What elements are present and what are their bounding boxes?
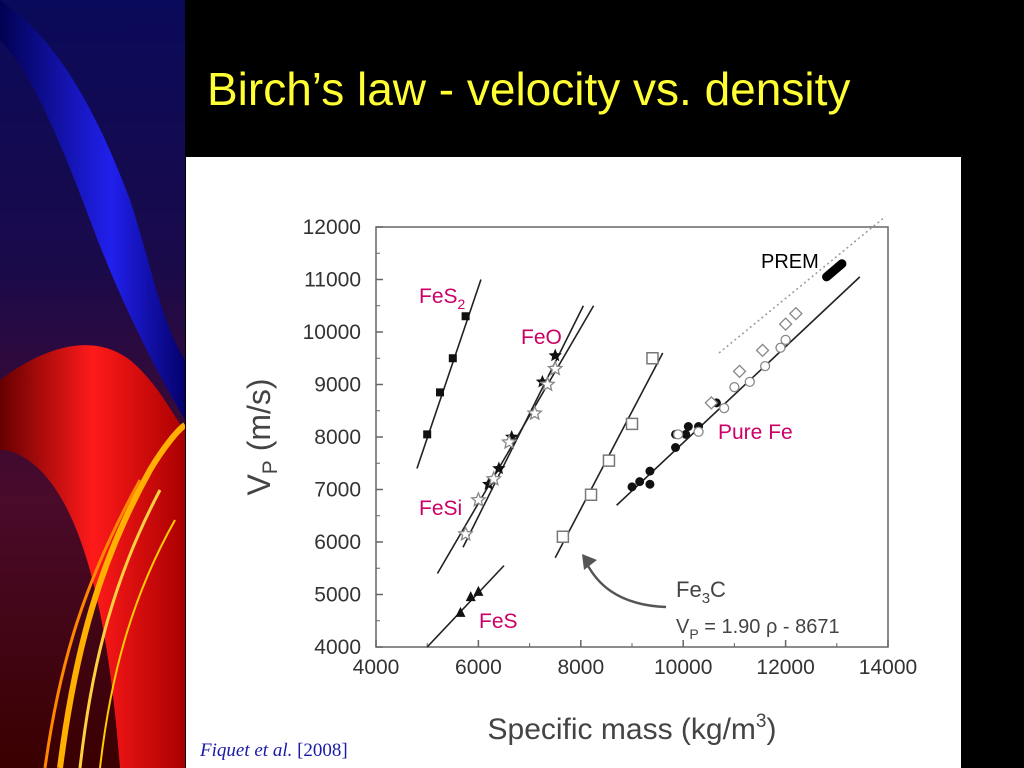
series-label-fesi: FeSi (419, 497, 462, 520)
data-point (778, 317, 793, 332)
data-point (671, 443, 681, 452)
data-point (646, 352, 659, 365)
data-point (625, 417, 639, 431)
y-tick-label: 9000 (314, 374, 361, 397)
data-point (645, 479, 655, 489)
y-axis-label: VP (m/s) (241, 378, 282, 495)
data-point (423, 430, 432, 439)
y-tick-label: 5000 (314, 584, 361, 607)
data-point (546, 360, 564, 376)
data-point (693, 426, 704, 437)
data-point (457, 525, 474, 542)
citation-year: [2008] (292, 740, 348, 761)
citation-etal: et al. (249, 740, 293, 761)
data-point (470, 491, 487, 508)
callout-arrowhead (582, 554, 597, 570)
y-tick-label: 10000 (303, 321, 361, 344)
data-point (473, 585, 484, 596)
x-tick-label: 14000 (859, 656, 917, 679)
data-point (780, 334, 791, 346)
data-point (481, 477, 496, 490)
series-label-fes: FeS (479, 610, 518, 633)
y-tick-label: 6000 (314, 531, 361, 554)
data-point (719, 402, 730, 414)
prem-label: PREM (761, 251, 819, 273)
x-tick-label: 12000 (756, 656, 814, 679)
series-label-fes2: FeS2 (419, 285, 466, 312)
data-point (436, 388, 444, 397)
series-label-feo: FeO (521, 326, 562, 349)
y-tick-label: 12000 (303, 216, 361, 239)
data-point (485, 470, 503, 487)
data-point (448, 354, 457, 363)
chart: 4000 6000 8000 10000 12000 14000 4000 5000 6000 7… (241, 215, 917, 746)
data-point (759, 360, 771, 372)
callout-arrow (584, 561, 667, 609)
data-point (635, 477, 645, 487)
data-point (627, 482, 637, 492)
data-point (788, 306, 803, 321)
x-tick-label: 4000 (353, 656, 400, 679)
series-label-pure-fe: Pure Fe (718, 421, 793, 444)
chart-panel: 4000 6000 8000 10000 12000 14000 4000 5000 6000 7… (186, 157, 961, 768)
data-point (461, 312, 470, 321)
y-tick-label: 4000 (314, 636, 361, 659)
data-point (492, 461, 506, 475)
data-point (465, 591, 476, 602)
y-tick-label: 8000 (314, 426, 361, 449)
data-point (681, 429, 691, 439)
citation: Fiquet et al. [2008] (200, 740, 348, 762)
data-point (645, 466, 655, 476)
data-point (455, 606, 466, 617)
data-point (732, 364, 747, 379)
prem-trend-line (718, 215, 886, 354)
fit-line (616, 276, 861, 506)
fe3c-label: Fe3C (676, 577, 726, 607)
data-point (500, 433, 518, 450)
data-point (729, 381, 740, 393)
data-point (704, 395, 719, 410)
data-point (602, 454, 616, 467)
citation-author: Fiquet (200, 740, 250, 761)
fit-line (462, 305, 585, 548)
data-point (755, 343, 770, 358)
data-point (775, 342, 786, 353)
x-axis-label: Specific mass (kg/m3) (488, 711, 777, 746)
x-tick-label: 6000 (455, 656, 502, 679)
slide-title: Birch’s law - velocity vs. density (207, 63, 851, 115)
prem-segment (822, 259, 847, 282)
y-tick-label: 11000 (304, 269, 361, 292)
data-point (744, 376, 755, 388)
data-point (548, 348, 562, 362)
fit-equation: VP = 1.90 ρ - 8671 (676, 616, 840, 642)
data-point (672, 429, 684, 440)
data-point (556, 530, 570, 543)
data-point (539, 375, 556, 392)
data-point (584, 488, 598, 501)
y-tick-label: 7000 (314, 479, 361, 502)
data-point (683, 422, 693, 431)
data-point (526, 404, 543, 421)
decorative-swoosh (0, 0, 185, 768)
fit-line (426, 565, 505, 648)
x-tick-label: 8000 (557, 656, 604, 679)
x-tick-label: 10000 (654, 656, 712, 679)
